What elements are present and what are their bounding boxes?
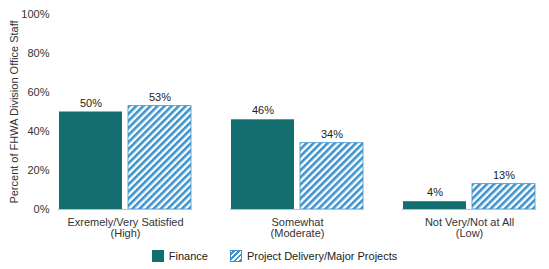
svg-text:40%: 40% xyxy=(27,125,49,137)
svg-text:100%: 100% xyxy=(21,8,49,20)
html-text:Finance: Finance xyxy=(168,250,208,262)
svg-text:46%: 46% xyxy=(252,104,274,116)
svg-text:0%: 0% xyxy=(34,203,50,215)
html-text:Project Delivery/Major Project: Project Delivery/Major Projects xyxy=(246,250,398,262)
svg-text:50%: 50% xyxy=(80,97,102,109)
svg-text:20%: 20% xyxy=(27,164,49,176)
svg-text:Percent of FHWA Division Offic: Percent of FHWA Division Office Staff xyxy=(8,19,20,203)
svg-text:Exremely/Very Satisfied(High): Exremely/Very Satisfied(High) xyxy=(67,216,183,239)
svg-text:13%: 13% xyxy=(493,169,515,181)
svg-text:80%: 80% xyxy=(27,47,49,59)
svg-text:34%: 34% xyxy=(321,128,343,140)
svg-text:4%: 4% xyxy=(427,186,443,198)
svg-text:53%: 53% xyxy=(149,91,171,103)
svg-text:60%: 60% xyxy=(27,86,49,98)
svg-text:Somewhat(Moderate): Somewhat(Moderate) xyxy=(271,216,325,239)
svg-text:Not Very/Not at All(Low): Not Very/Not at All(Low) xyxy=(425,216,514,239)
